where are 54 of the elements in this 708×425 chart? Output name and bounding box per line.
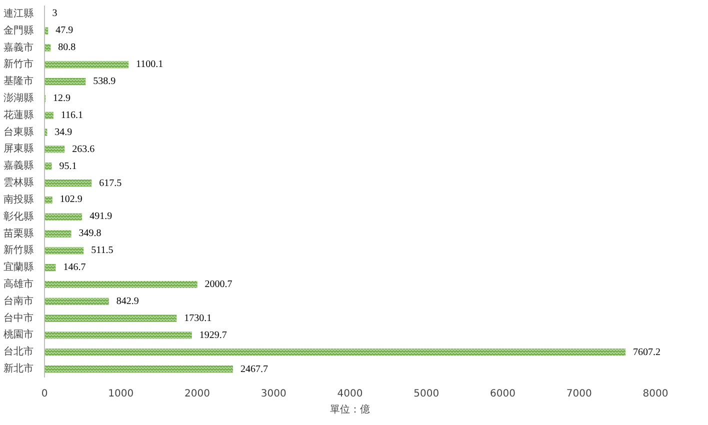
y-tick-label: 雲林縣 <box>4 176 34 189</box>
x-tick-label: 7000 <box>566 388 592 400</box>
y-tick-label: 苗栗縣 <box>4 227 34 240</box>
data-label: 842.9 <box>116 296 139 307</box>
x-tick-label: 4000 <box>337 388 363 400</box>
data-label: 3 <box>52 8 58 20</box>
y-tick-label: 宜蘭縣 <box>4 261 34 274</box>
y-tick-label: 新竹縣 <box>4 244 34 256</box>
y-tick-label: 嘉義縣 <box>4 160 34 172</box>
data-label: 80.8 <box>58 42 76 54</box>
data-label: 617.5 <box>99 178 122 189</box>
y-tick-label: 台東縣 <box>4 126 34 138</box>
data-label: 2467.7 <box>240 364 268 375</box>
data-label: 1730.1 <box>184 312 212 324</box>
y-tick-label: 基隆市 <box>4 75 34 88</box>
data-label: 1929.7 <box>199 330 227 341</box>
y-tick-label: 屏東縣 <box>4 142 34 155</box>
data-label: 95.1 <box>59 160 77 172</box>
x-tick-label: 1000 <box>108 388 134 400</box>
y-tick-label: 桃園市 <box>4 328 34 341</box>
data-label: 34.9 <box>54 126 72 138</box>
y-tick-label: 彰化縣 <box>4 210 34 222</box>
y-tick-label: 新北市 <box>4 362 34 375</box>
data-label: 2000.7 <box>204 279 232 290</box>
data-label: 146.7 <box>63 262 86 274</box>
y-tick-label: 嘉義市 <box>4 41 34 54</box>
data-label: 1100.1 <box>136 59 164 70</box>
x-tick-label: 5000 <box>414 388 440 400</box>
y-tick-label: 金門縣 <box>4 24 34 36</box>
data-label: 7607.2 <box>632 346 660 358</box>
data-label: 102.9 <box>60 194 82 206</box>
y-tick-label: 南投縣 <box>4 193 34 206</box>
data-label: 47.9 <box>56 25 74 36</box>
data-label: 511.5 <box>91 245 114 256</box>
data-label: 263.6 <box>72 144 95 155</box>
data-label: 12.9 <box>52 93 70 104</box>
y-tick-label: 台北市 <box>4 346 34 358</box>
y-tick-label: 台南市 <box>4 294 34 307</box>
x-tick-label: 3000 <box>260 388 286 400</box>
y-tick-label: 澎湖縣 <box>4 92 34 104</box>
y-tick-label: 連江縣 <box>4 7 34 20</box>
data-label: 116.1 <box>60 110 83 121</box>
data-label: 491.9 <box>90 211 112 222</box>
x-tick-label: 8000 <box>642 388 668 400</box>
y-tick-label: 新竹市 <box>4 58 34 70</box>
x-tick-label: 2000 <box>184 388 210 400</box>
data-label: 538.9 <box>93 76 116 88</box>
x-tick-label: 6000 <box>490 388 516 400</box>
y-tick-label: 高雄市 <box>4 278 34 290</box>
y-tick-label: 花蓮縣 <box>4 108 34 121</box>
y-tick-label: 台中市 <box>4 312 34 324</box>
x-axis-title: 單位：億 <box>330 404 370 416</box>
x-tick-label: 0 <box>41 388 48 400</box>
data-label: 349.8 <box>78 228 102 240</box>
